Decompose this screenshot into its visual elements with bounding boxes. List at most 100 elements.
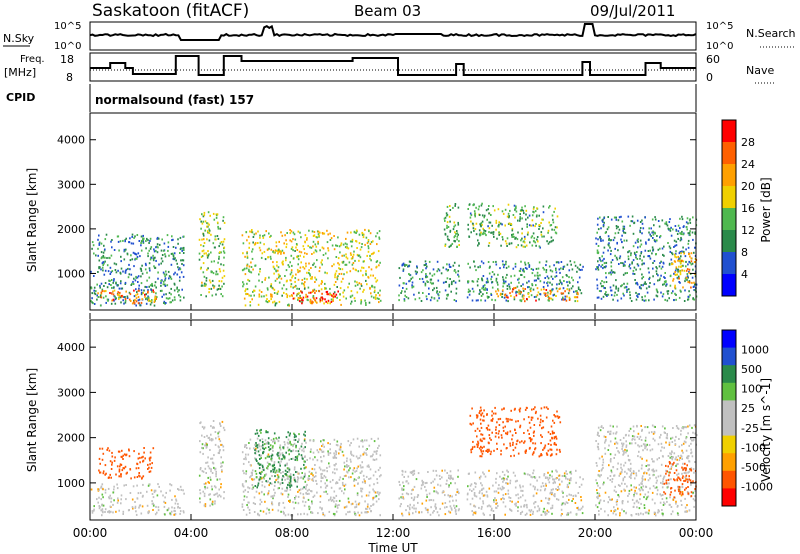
range-cell [256, 437, 259, 440]
range-cell [551, 491, 554, 494]
range-cell [444, 216, 447, 219]
range-cell [553, 494, 555, 497]
range-cell [368, 491, 371, 494]
range-cell [633, 221, 636, 224]
freq-line [90, 55, 696, 76]
range-cell [402, 282, 405, 285]
range-cell [495, 432, 497, 435]
range-cell [141, 505, 144, 508]
range-cell [498, 424, 501, 426]
range-cell [488, 449, 490, 452]
range-cell [245, 513, 248, 516]
range-cell [468, 203, 471, 206]
range-cell [530, 224, 532, 227]
range-cell [123, 248, 126, 251]
range-cell [129, 300, 132, 302]
range-cell [457, 221, 459, 224]
range-cell [651, 469, 653, 472]
range-cell [420, 484, 423, 487]
range-cell [482, 487, 485, 490]
range-cell [219, 478, 221, 481]
range-cell [246, 252, 248, 255]
range-cell [181, 249, 183, 252]
range-cell [445, 482, 448, 485]
range-cell [570, 263, 572, 266]
range-cell [332, 479, 334, 482]
range-cell [280, 251, 282, 254]
range-cell [469, 266, 471, 269]
range-cell [131, 282, 133, 285]
range-cell [351, 453, 353, 456]
range-cell [110, 292, 113, 295]
range-cell [304, 480, 307, 483]
range-cell [552, 294, 555, 297]
range-cell [156, 243, 159, 246]
range-cell [519, 424, 522, 427]
range-cell [326, 241, 329, 244]
range-cell [113, 488, 115, 491]
range-cell [416, 265, 418, 268]
range-cell [350, 450, 352, 453]
range-cell [531, 476, 533, 479]
range-cell [268, 300, 270, 302]
range-cell [444, 244, 446, 247]
range-cell [456, 232, 459, 235]
range-cell [636, 258, 639, 260]
range-cell [405, 480, 407, 483]
range-cell [163, 242, 166, 245]
range-cell [350, 442, 352, 444]
range-cell [470, 483, 473, 486]
range-cell [513, 204, 516, 207]
range-cell [246, 256, 249, 259]
range-cell [297, 230, 300, 233]
range-cell [160, 284, 162, 287]
freq-tick-lo: 8 [66, 71, 73, 84]
range-cell [157, 237, 160, 240]
range-cell [645, 299, 647, 302]
range-cell [175, 259, 177, 262]
range-cell [629, 224, 631, 227]
range-cell [416, 271, 418, 274]
range-cell [278, 281, 281, 284]
range-cell [208, 232, 211, 235]
range-cell [451, 495, 453, 498]
range-cell [605, 261, 608, 264]
range-cell [441, 502, 444, 505]
range-cell [206, 222, 208, 225]
range-cell [179, 276, 181, 279]
range-cell [249, 301, 252, 303]
range-cell [207, 231, 209, 234]
range-cell [520, 274, 523, 276]
range-cell [153, 491, 156, 494]
range-cell [115, 271, 118, 274]
range-cell [495, 221, 498, 224]
range-cell [147, 295, 149, 298]
range-cell [254, 242, 257, 245]
range-cell [161, 289, 163, 292]
range-cell [509, 508, 511, 511]
range-cell [608, 238, 610, 241]
range-cell [533, 476, 536, 478]
range-cell [617, 231, 620, 234]
range-cell [244, 290, 246, 293]
range-cell [299, 492, 302, 495]
range-cell [140, 269, 143, 272]
range-cell [220, 486, 222, 489]
range-cell [310, 246, 313, 249]
range-cell [655, 294, 658, 297]
range-cell [517, 420, 519, 423]
range-cell [373, 286, 376, 289]
range-cell [121, 295, 124, 298]
range-cell [444, 469, 446, 472]
range-cell [510, 509, 513, 512]
range-cell [139, 255, 141, 258]
range-cell [318, 466, 321, 469]
range-cell [596, 266, 598, 268]
range-cell [274, 471, 277, 474]
range-cell [489, 505, 492, 508]
range-cell [480, 450, 483, 453]
range-cell [109, 292, 111, 294]
range-cell [319, 249, 321, 252]
range-cell [203, 504, 206, 507]
range-cell [651, 246, 654, 249]
